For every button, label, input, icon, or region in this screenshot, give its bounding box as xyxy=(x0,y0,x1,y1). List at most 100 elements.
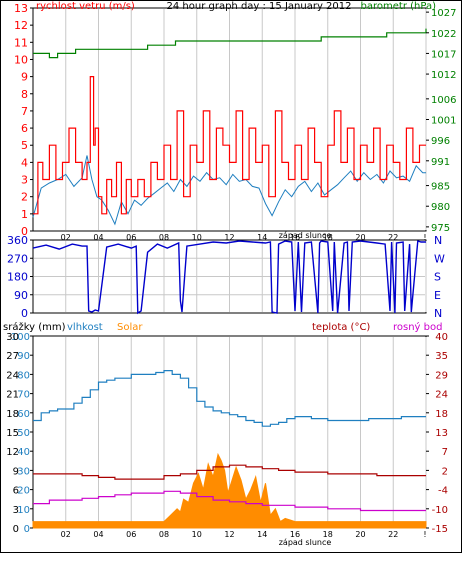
humidity-x-tick-label: 02 xyxy=(61,530,71,539)
humidity-x-ticks: 02 04 06 08 10 12 14 16 18 20 22! xyxy=(61,530,427,539)
humidity-y-tick-label: 0 xyxy=(24,524,30,535)
rain-y-tick-label: 27 xyxy=(6,351,19,362)
wind-y-tick-label: 5 xyxy=(21,139,28,152)
baro-right-ticks: 975 980 985 991 996 1001 1006 1012 1017 1022 1027 xyxy=(426,8,456,234)
baro-y-tick-label: 1027 xyxy=(431,8,456,19)
humidity-y-tick-label: 50 xyxy=(17,428,30,439)
wind-y-tick-label: 0 xyxy=(21,225,28,238)
compass-label: E xyxy=(434,289,441,302)
direction-y-tick-label: 0 xyxy=(21,307,28,320)
temp-y-tick-label: 13 xyxy=(435,428,448,439)
rain-y-tick-label: 0 xyxy=(13,524,19,535)
wind-y-tick-label: 4 xyxy=(21,156,28,169)
baro-y-tick-label: 1001 xyxy=(431,116,456,127)
rain-y-tick-label: 21 xyxy=(6,390,19,401)
temp-y-tick-label: 29 xyxy=(435,370,448,381)
baro-y-tick-label: 985 xyxy=(431,182,450,193)
wind-y-tick-label: 3 xyxy=(21,174,28,187)
baro-y-tick-label: 980 xyxy=(431,202,450,213)
solar-area xyxy=(32,452,427,529)
baro-y-tick-label: 1022 xyxy=(431,29,456,40)
compass-label: W xyxy=(434,252,445,265)
humidity-y-tick-label: 10 xyxy=(17,505,30,516)
humidity-x-tick-label: 16 xyxy=(290,530,300,539)
temp-y-tick-label: -10 xyxy=(432,505,448,516)
direction-y-tick-label: 90 xyxy=(14,289,28,302)
humidity-y-tick-label: 60 xyxy=(17,409,30,420)
humidity-x-tick-label: 06 xyxy=(126,530,136,539)
humidity-x-tick-label: 14 xyxy=(257,530,267,539)
baro-y-tick-label: 996 xyxy=(431,136,450,147)
rain-y-tick-label: 3 xyxy=(13,505,19,516)
rain-y-tick-label: 12 xyxy=(6,447,19,458)
baro-y-tick-label: 1006 xyxy=(431,95,456,106)
humidity-x-tick-label: 08 xyxy=(159,530,169,539)
temp-right-ticks: -15 -10 -4 2 7 13 18 24 29 35 40 xyxy=(426,332,448,535)
baro-y-tick-label: 991 xyxy=(431,157,450,168)
rain-y-tick-label: 9 xyxy=(13,466,19,477)
humidity-x-tick-label: 22 xyxy=(388,530,398,539)
temperature-line xyxy=(33,464,426,480)
direction-y-tick-label: 360 xyxy=(7,234,28,247)
humidity-temp-panel: 0010320630940125015601870218024902710030… xyxy=(3,321,448,547)
rain-y-tick-label: 30 xyxy=(6,332,19,343)
wind-y-tick-label: 12 xyxy=(14,19,28,32)
wind-series xyxy=(32,28,427,226)
rain-y-tick-label: 6 xyxy=(13,486,19,497)
baro-y-tick-label: 1012 xyxy=(431,70,456,81)
temp-y-tick-label: 40 xyxy=(435,332,448,343)
wind-x-tick-label: 22 xyxy=(388,233,398,242)
wind-x-tick-label: 12 xyxy=(224,233,234,242)
temp-y-tick-label: 18 xyxy=(435,409,448,420)
direction-left-ticks: 0 90 180 270 360 xyxy=(7,234,33,320)
wind-y-tick-label: 9 xyxy=(21,71,28,84)
wind-y-tick-label: 8 xyxy=(21,88,28,101)
wind-x-tick-label: 18 xyxy=(323,233,333,242)
wind-y-tick-label: 10 xyxy=(14,53,28,66)
humidity-series xyxy=(32,370,427,529)
graph-title: 24 hour graph day : 15 January 2012 xyxy=(167,1,352,12)
wind-y-tick-label: 2 xyxy=(21,191,28,204)
wind-x-tick-label: 06 xyxy=(126,233,136,242)
sunset-label: západ slunce xyxy=(279,231,332,240)
humidity-y-tick-label: 90 xyxy=(17,351,30,362)
baro-axis-label: barometr (hPa) xyxy=(361,1,437,12)
barometer-line xyxy=(33,28,427,59)
wind-y-tick-label: 7 xyxy=(21,105,28,118)
humidity-x-tick-label: 10 xyxy=(192,530,202,539)
compass-label: N xyxy=(434,307,442,320)
temp-y-tick-label: 24 xyxy=(435,390,448,401)
wind-grid xyxy=(65,9,427,230)
humidity-y-tick-label: 80 xyxy=(17,370,30,381)
wind-x-tick-label: 08 xyxy=(159,233,169,242)
direction-y-tick-label: 180 xyxy=(7,271,28,284)
wind-x-tick-label: 10 xyxy=(192,233,202,242)
humidity-x-tick-label: 18 xyxy=(323,530,333,539)
humidity-y-tick-label: 40 xyxy=(17,447,30,458)
graph-frame xyxy=(0,0,462,553)
dew-axis-label: rosný bod xyxy=(393,321,442,333)
compass-label: N xyxy=(434,234,442,247)
wind-y-tick-label: 13 xyxy=(14,2,28,15)
wind-y-tick-label: 11 xyxy=(14,36,28,49)
wind-x-tick-label: 14 xyxy=(257,233,267,242)
dew-point-line xyxy=(33,490,426,512)
temp-y-tick-label: -15 xyxy=(432,524,448,535)
sunset-label-bottom: západ slunce xyxy=(279,538,332,547)
wind-x-tick-label: 16 xyxy=(290,233,300,242)
direction-series xyxy=(32,240,426,315)
wind-axis-label: rychlost vetru (m/s) xyxy=(36,1,135,12)
temp-y-tick-label: 2 xyxy=(442,466,448,477)
baro-y-tick-label: 975 xyxy=(431,223,450,234)
solar-axis-label: Solar xyxy=(117,322,143,333)
wind-x-tick-label: 02 xyxy=(61,233,71,242)
wind-y-tick-label: 1 xyxy=(21,208,28,221)
rain-y-tick-label: 24 xyxy=(6,370,19,381)
wind-x-tick-label: ! xyxy=(423,233,426,242)
wind-y-tick-label: 6 xyxy=(21,122,28,135)
